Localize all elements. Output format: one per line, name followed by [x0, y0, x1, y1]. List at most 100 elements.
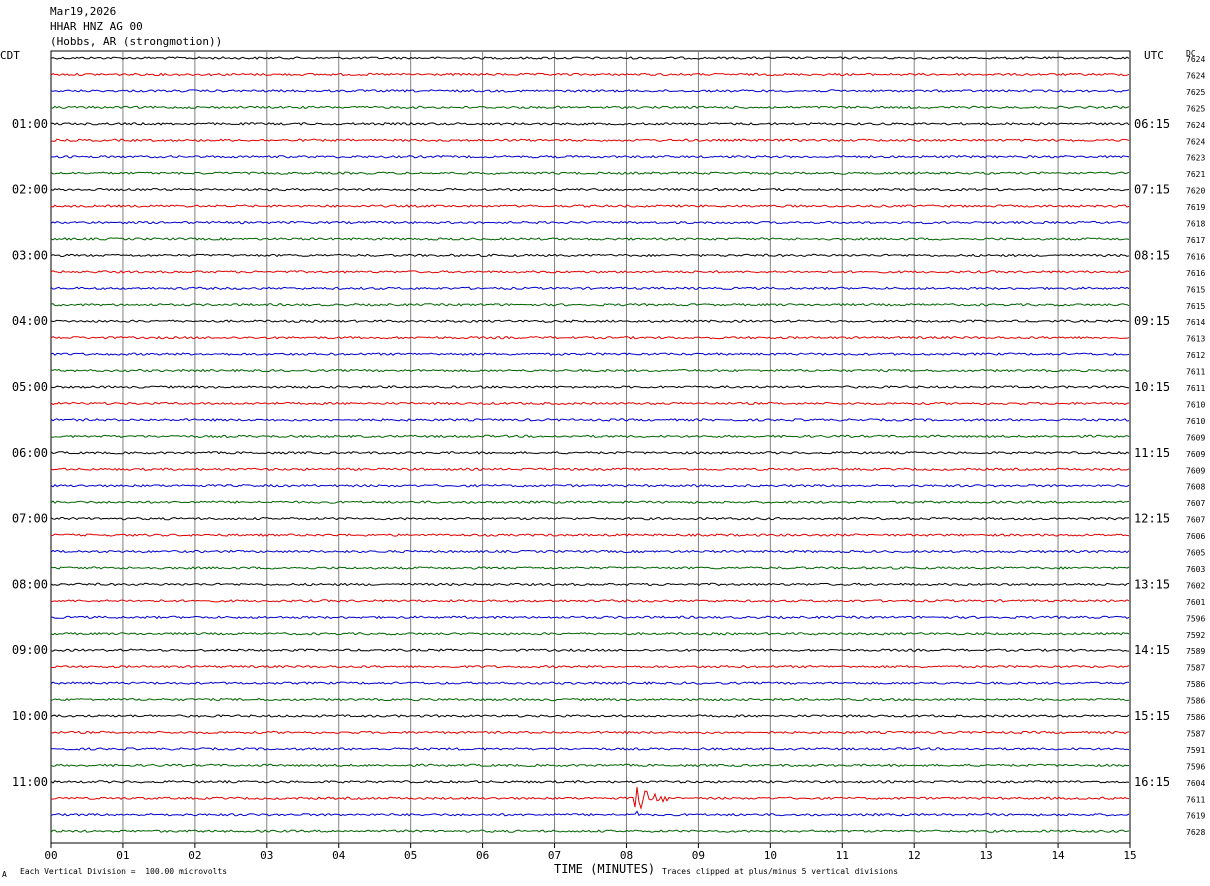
left-hour-label: 10:00 — [12, 709, 48, 723]
x-tick-label: 06 — [476, 849, 489, 862]
seismic-trace — [50, 810, 1130, 817]
dc-offset-label: 7592 — [1186, 631, 1205, 640]
dc-offset-label: 7596 — [1186, 762, 1205, 771]
x-tick-label: 13 — [980, 849, 993, 862]
dc-label: DC — [1186, 49, 1196, 58]
seismic-trace — [50, 467, 1130, 471]
seismic-trace — [50, 787, 1130, 811]
dc-offset-label: 7610 — [1186, 417, 1205, 426]
seismic-trace — [51, 138, 1130, 142]
seismic-trace — [50, 253, 1130, 258]
seismic-trace — [50, 237, 1130, 241]
seismic-trace — [50, 632, 1130, 636]
dc-offset-label: 7623 — [1186, 154, 1205, 163]
dc-offset-label: 7620 — [1186, 187, 1205, 196]
dc-offset-label: 7625 — [1186, 88, 1205, 97]
left-hour-label: 04:00 — [12, 314, 48, 328]
dc-offset-label: 7621 — [1186, 170, 1205, 179]
dc-offset-label: 7618 — [1186, 220, 1205, 229]
dc-offset-label: 7604 — [1186, 779, 1205, 788]
dc-offset-label: 7628 — [1186, 828, 1205, 837]
seismic-trace — [50, 352, 1130, 356]
x-tick-label: 01 — [116, 849, 129, 862]
seismic-trace — [50, 385, 1130, 389]
x-tick-label: 07 — [548, 849, 561, 862]
seismic-trace — [50, 171, 1130, 175]
x-tick-label: 10 — [764, 849, 777, 862]
header-location: (Hobbs, AR (strongmotion)) — [50, 35, 223, 48]
seismic-trace — [50, 549, 1130, 554]
dc-offset-label: 7591 — [1186, 746, 1205, 755]
right-timezone-label: UTC — [1144, 49, 1164, 62]
seismic-trace — [50, 730, 1130, 735]
right-hour-label: 10:15 — [1134, 380, 1170, 394]
seismic-trace — [50, 779, 1130, 784]
dc-offset-label: 7624 — [1186, 137, 1205, 146]
dc-offset-label: 7615 — [1186, 285, 1205, 294]
seismic-trace — [50, 714, 1130, 718]
seismic-trace — [50, 566, 1130, 570]
corner-mark: A — [2, 870, 7, 879]
dc-offset-label: 7624 — [1186, 71, 1205, 80]
seismic-trace — [50, 681, 1130, 685]
right-hour-label: 13:15 — [1134, 577, 1170, 591]
x-tick-label: 08 — [620, 849, 633, 862]
dc-offset-label: 7608 — [1186, 483, 1205, 492]
right-hour-label: 06:15 — [1134, 117, 1170, 131]
seismic-trace — [50, 450, 1130, 455]
dc-offset-label: 7625 — [1186, 104, 1205, 113]
dc-offset-label: 7610 — [1186, 400, 1205, 409]
left-timezone-label: CDT — [0, 49, 20, 62]
dc-offset-label: 7616 — [1186, 252, 1205, 261]
right-hour-label: 11:15 — [1134, 446, 1170, 460]
x-tick-label: 11 — [836, 849, 849, 862]
right-hour-label: 08:15 — [1134, 248, 1170, 262]
left-hour-label: 08:00 — [12, 577, 48, 591]
right-hour-label: 15:15 — [1134, 709, 1170, 723]
dc-offset-label: 7607 — [1186, 516, 1205, 525]
left-hour-label: 02:00 — [12, 183, 48, 197]
seismic-trace — [50, 434, 1130, 439]
dc-offset-label: 7614 — [1186, 318, 1205, 327]
x-tick-label: 05 — [404, 849, 417, 862]
right-hour-label: 12:15 — [1134, 512, 1170, 526]
dc-offset-label: 7619 — [1186, 812, 1205, 821]
seismic-trace — [50, 664, 1130, 669]
seismic-trace — [50, 220, 1130, 225]
right-hour-label: 07:15 — [1134, 183, 1170, 197]
seismic-trace — [50, 105, 1130, 110]
dc-offset-label: 7616 — [1186, 269, 1205, 278]
dc-offset-label: 7615 — [1186, 302, 1205, 311]
x-tick-label: 04 — [332, 849, 346, 862]
seismic-trace — [50, 303, 1130, 307]
left-hour-label: 11:00 — [12, 775, 48, 789]
header-date: Mar19,2026 — [50, 5, 117, 18]
seismic-trace — [50, 319, 1130, 323]
dc-offset-label: 7586 — [1186, 680, 1205, 689]
dc-offset-label: 7619 — [1186, 203, 1205, 212]
seismic-trace — [50, 483, 1130, 488]
dc-offset-label: 7617 — [1186, 236, 1205, 245]
clip-note: Traces clipped at plus/minus 5 vertical … — [662, 867, 899, 876]
dc-offset-label: 7601 — [1186, 598, 1205, 607]
x-tick-label: 02 — [188, 849, 201, 862]
seismic-trace — [50, 533, 1130, 537]
left-hour-label: 03:00 — [12, 248, 48, 262]
seismic-trace — [50, 418, 1130, 422]
dc-offset-label: 7609 — [1186, 450, 1205, 459]
seismic-trace — [50, 89, 1130, 93]
dc-offset-label: 7624 — [1186, 121, 1205, 130]
dc-offset-label: 7606 — [1186, 532, 1205, 541]
seismic-trace — [50, 187, 1130, 192]
header-station: HHAR HNZ AG 00 — [50, 20, 143, 33]
dc-offset-label: 7611 — [1186, 368, 1205, 377]
seismic-trace — [50, 582, 1130, 587]
dc-offset-label: 7589 — [1186, 647, 1205, 656]
right-hour-label: 16:15 — [1134, 775, 1170, 789]
seismic-trace — [50, 122, 1130, 126]
seismic-trace — [50, 56, 1130, 60]
dc-offset-label: 7605 — [1186, 549, 1205, 558]
seismic-trace — [50, 599, 1130, 603]
plot-frame — [50, 50, 1131, 844]
